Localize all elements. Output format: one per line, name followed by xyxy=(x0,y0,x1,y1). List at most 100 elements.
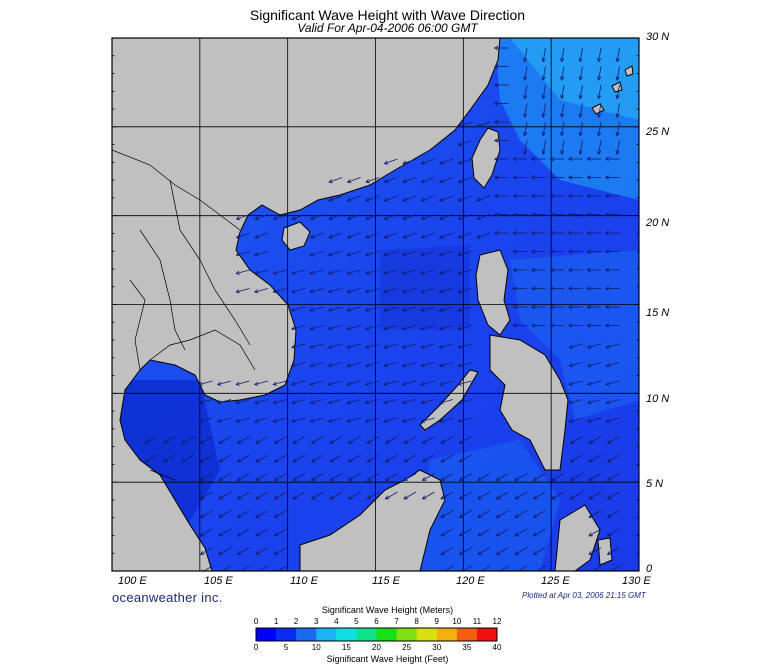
wave-arrow xyxy=(587,362,602,368)
wave-arrow xyxy=(255,473,269,481)
wave-arrow xyxy=(440,454,454,463)
wave-arrow xyxy=(531,230,546,236)
wave-arrow xyxy=(514,473,528,481)
wave-arrow xyxy=(346,362,361,368)
wave-arrow xyxy=(238,565,250,571)
wave-arrow xyxy=(328,251,343,257)
wave-arrow xyxy=(235,269,250,275)
wave-arrow xyxy=(329,473,343,481)
lon-label-110e: 110 E xyxy=(290,575,318,587)
wave-arrow xyxy=(439,195,454,202)
wave-arrow xyxy=(385,454,398,463)
wave-arrow xyxy=(439,214,454,221)
wave-arrow xyxy=(586,230,601,236)
wave-arrow xyxy=(384,158,398,165)
wave-arrow xyxy=(144,454,158,463)
wave-arrow xyxy=(256,565,269,571)
legend-meters-tick: 3 xyxy=(314,617,319,626)
wave-arrow xyxy=(255,510,269,518)
lon-label-105e: 105 E xyxy=(204,575,233,587)
wave-arrow xyxy=(476,232,491,239)
wave-arrow xyxy=(588,528,602,537)
wave-arrow xyxy=(328,325,343,331)
wave-arrow xyxy=(560,66,565,81)
wave-arrow xyxy=(365,343,380,349)
legend-colorbar xyxy=(255,627,498,642)
wave-arrow xyxy=(420,417,435,423)
wave-arrow xyxy=(309,417,324,423)
wave-arrow xyxy=(494,193,509,199)
wave-arrow xyxy=(346,343,361,349)
wave-arrow xyxy=(385,491,398,500)
wave-arrow xyxy=(494,82,509,88)
wave-arrow xyxy=(441,565,454,571)
legend-color-swatch xyxy=(416,628,438,641)
wave-arrow xyxy=(605,304,620,310)
wave-arrow xyxy=(605,399,620,405)
axis-ticks xyxy=(112,37,639,572)
wave-arrow xyxy=(274,547,287,555)
wave-arrow xyxy=(348,491,361,500)
wave-arrow xyxy=(217,417,232,423)
legend-feet-tick: 25 xyxy=(402,643,412,652)
wave-arrow xyxy=(494,64,509,69)
wave-arrow xyxy=(274,473,287,481)
legend-color-swatch xyxy=(396,628,418,641)
legend-meters-tick: 7 xyxy=(394,617,399,626)
lon-label-125e: 125 E xyxy=(541,575,570,587)
wave-arrow xyxy=(607,473,620,481)
plotted-timestamp: Plotted at Apr 03, 2006 21:15 GMT xyxy=(522,591,646,600)
wave-arrow xyxy=(458,177,472,184)
legend-meters-tick: 10 xyxy=(452,617,462,626)
wave-arrow xyxy=(457,362,472,368)
wave-arrow xyxy=(235,380,250,386)
wave-arrow xyxy=(570,491,583,500)
wave-arrow xyxy=(163,436,176,444)
wave-arrow xyxy=(366,436,380,444)
wave-arrow xyxy=(311,436,324,444)
wave-arrow xyxy=(494,175,509,180)
wave-arrow xyxy=(597,121,602,137)
wave-arrow xyxy=(531,175,546,180)
lat-label-0: 0 xyxy=(646,563,653,575)
wave-arrow xyxy=(477,491,491,500)
wave-arrow xyxy=(459,436,472,444)
wave-arrow xyxy=(254,399,269,405)
legend-meters-tick: 6 xyxy=(374,617,379,626)
legend-meters-tick: 0 xyxy=(253,617,259,626)
wave-arrow xyxy=(549,156,564,162)
wave-arrow xyxy=(420,362,435,368)
wave-arrow xyxy=(218,528,232,537)
wave-arrow xyxy=(217,399,232,405)
wave-arrow xyxy=(440,528,454,537)
wave-arrow xyxy=(588,454,602,463)
wave-arrow xyxy=(328,232,343,239)
wave-arrow xyxy=(514,491,528,500)
wave-arrow xyxy=(384,232,398,239)
mainland-asia xyxy=(112,38,501,571)
wave-arrow xyxy=(541,140,546,155)
wave-arrow xyxy=(439,362,454,368)
wave-arrow xyxy=(218,547,232,555)
wave-arrow xyxy=(514,547,528,555)
wave-arrow xyxy=(605,286,620,291)
wave-arrow xyxy=(497,565,509,571)
wave-arrow xyxy=(531,193,546,199)
wave-arrow xyxy=(272,399,287,405)
wave-arrow xyxy=(420,380,435,386)
ryukyu-island xyxy=(591,103,605,115)
wave-arrow xyxy=(439,380,454,386)
legend-feet-tick: 30 xyxy=(432,643,442,652)
wave-arrow xyxy=(310,232,324,239)
lat-label-25n: 25 N xyxy=(646,126,670,138)
wave-arrow xyxy=(291,269,306,275)
wave-arrow xyxy=(273,214,287,221)
wave-arrow xyxy=(607,491,620,500)
wave-arrow xyxy=(586,286,601,291)
wave-arrow xyxy=(402,214,417,221)
wave-arrow xyxy=(309,306,324,312)
wave-arrow xyxy=(439,269,454,275)
wave-arrow xyxy=(218,436,232,444)
wave-arrow xyxy=(272,288,287,294)
wave-arrow xyxy=(496,473,509,481)
